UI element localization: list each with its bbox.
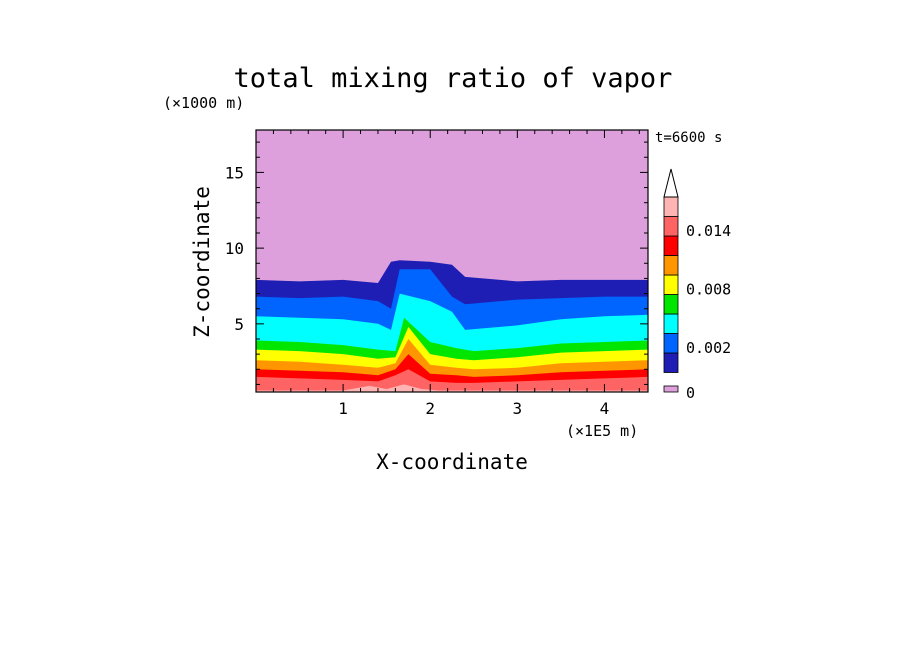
colorbar-swatch xyxy=(663,196,679,217)
colorbar-tick-label: 0.014 xyxy=(686,222,731,240)
y-axis-label: Z-coordinate xyxy=(190,186,214,338)
y-tick-label: 5 xyxy=(234,315,244,334)
chart-title: total mixing ratio of vapor xyxy=(234,63,673,94)
x-axis-label: X-coordinate xyxy=(376,450,528,474)
colorbar-swatch xyxy=(663,255,679,276)
contour-band-8 xyxy=(256,369,648,392)
colorbar-swatch xyxy=(663,274,679,295)
colorbar-tick-label: 0.008 xyxy=(686,281,731,299)
colorbar-swatch xyxy=(663,235,679,256)
axes: 1 2 3 4 5 10 15 xyxy=(225,130,648,418)
y-tick-label: 10 xyxy=(225,239,244,258)
colorbar: 0 0.002 0.008 0.014 xyxy=(663,168,731,402)
x-unit-label: (×1E5 m) xyxy=(566,422,638,440)
plot-frame xyxy=(255,129,649,393)
colorbar-swatch xyxy=(663,352,679,373)
colorbar-swatch xyxy=(663,333,679,354)
colorbar-tick-label: 0.002 xyxy=(686,339,731,357)
plot-area xyxy=(256,130,648,392)
x-tick-label: 4 xyxy=(600,399,610,418)
x-tick-label: 3 xyxy=(513,399,523,418)
time-label: t=6600 s xyxy=(655,130,722,146)
colorbar-tick-label: 0 xyxy=(686,384,695,402)
x-tick-label: 2 xyxy=(425,399,435,418)
colorbar-extend-max xyxy=(663,168,679,198)
colorbar-swatch xyxy=(663,385,679,393)
y-tick-label: 15 xyxy=(225,163,244,182)
colorbar-swatch xyxy=(663,313,679,334)
contour-band-9 xyxy=(256,384,648,392)
y-unit-label: (×1000 m) xyxy=(163,94,244,112)
colorbar-swatch xyxy=(663,294,679,315)
x-tick-label: 1 xyxy=(338,399,348,418)
colorbar-swatch xyxy=(663,216,679,237)
